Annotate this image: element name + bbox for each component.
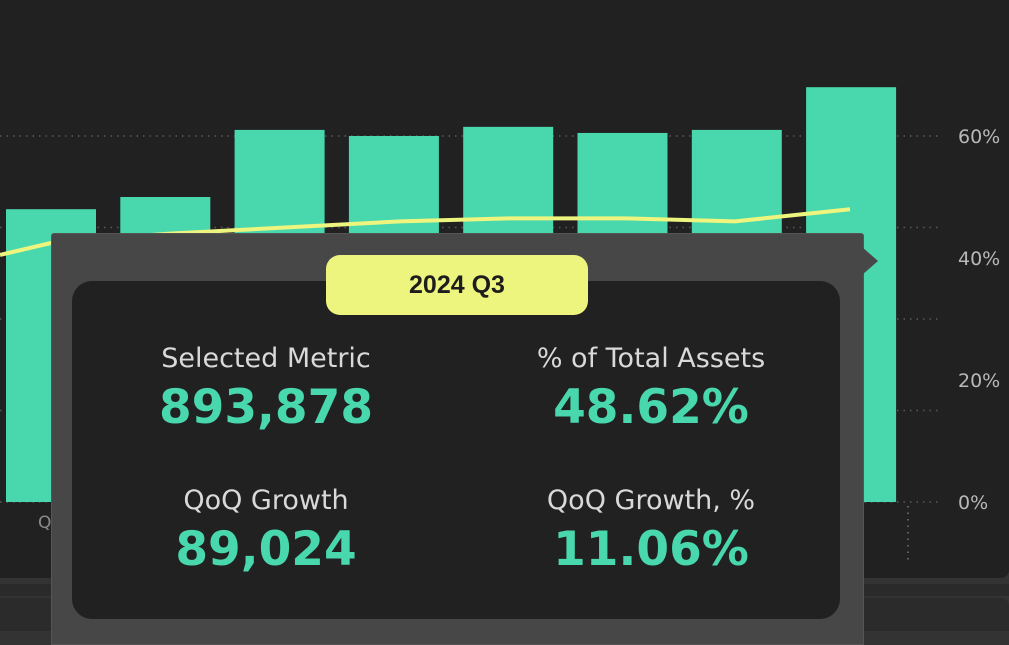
metric-value: 48.62% [553, 380, 749, 435]
period-badge: 2024 Q3 [326, 255, 588, 315]
metric-label: QoQ Growth, % [546, 485, 756, 516]
tooltip-pointer [862, 247, 878, 275]
tooltip-card [72, 281, 840, 619]
y-axis-labels: 60% 40% 20% 0% [958, 126, 1000, 514]
y-tick-label: 40% [958, 248, 1000, 270]
x-tick-label: Q [38, 513, 51, 533]
metric-qoq-growth: QoQ Growth 89,024 [74, 485, 458, 577]
metric-label: % of Total Assets [536, 343, 766, 374]
y-tick-label: 0% [958, 492, 988, 514]
metric-qoq-growth-pct: QoQ Growth, % 11.06% [459, 485, 843, 577]
y-tick-label: 60% [958, 126, 1000, 148]
metric-pct-total-assets: % of Total Assets 48.62% [459, 343, 843, 435]
metric-value: 893,878 [158, 380, 374, 435]
metric-value: 11.06% [553, 522, 749, 577]
metric-value: 89,024 [175, 522, 357, 577]
metric-label: Selected Metric [161, 343, 371, 374]
y-tick-label: 20% [958, 370, 1000, 392]
metric-selected: Selected Metric 893,878 [74, 343, 458, 435]
metric-label: QoQ Growth [183, 485, 349, 516]
